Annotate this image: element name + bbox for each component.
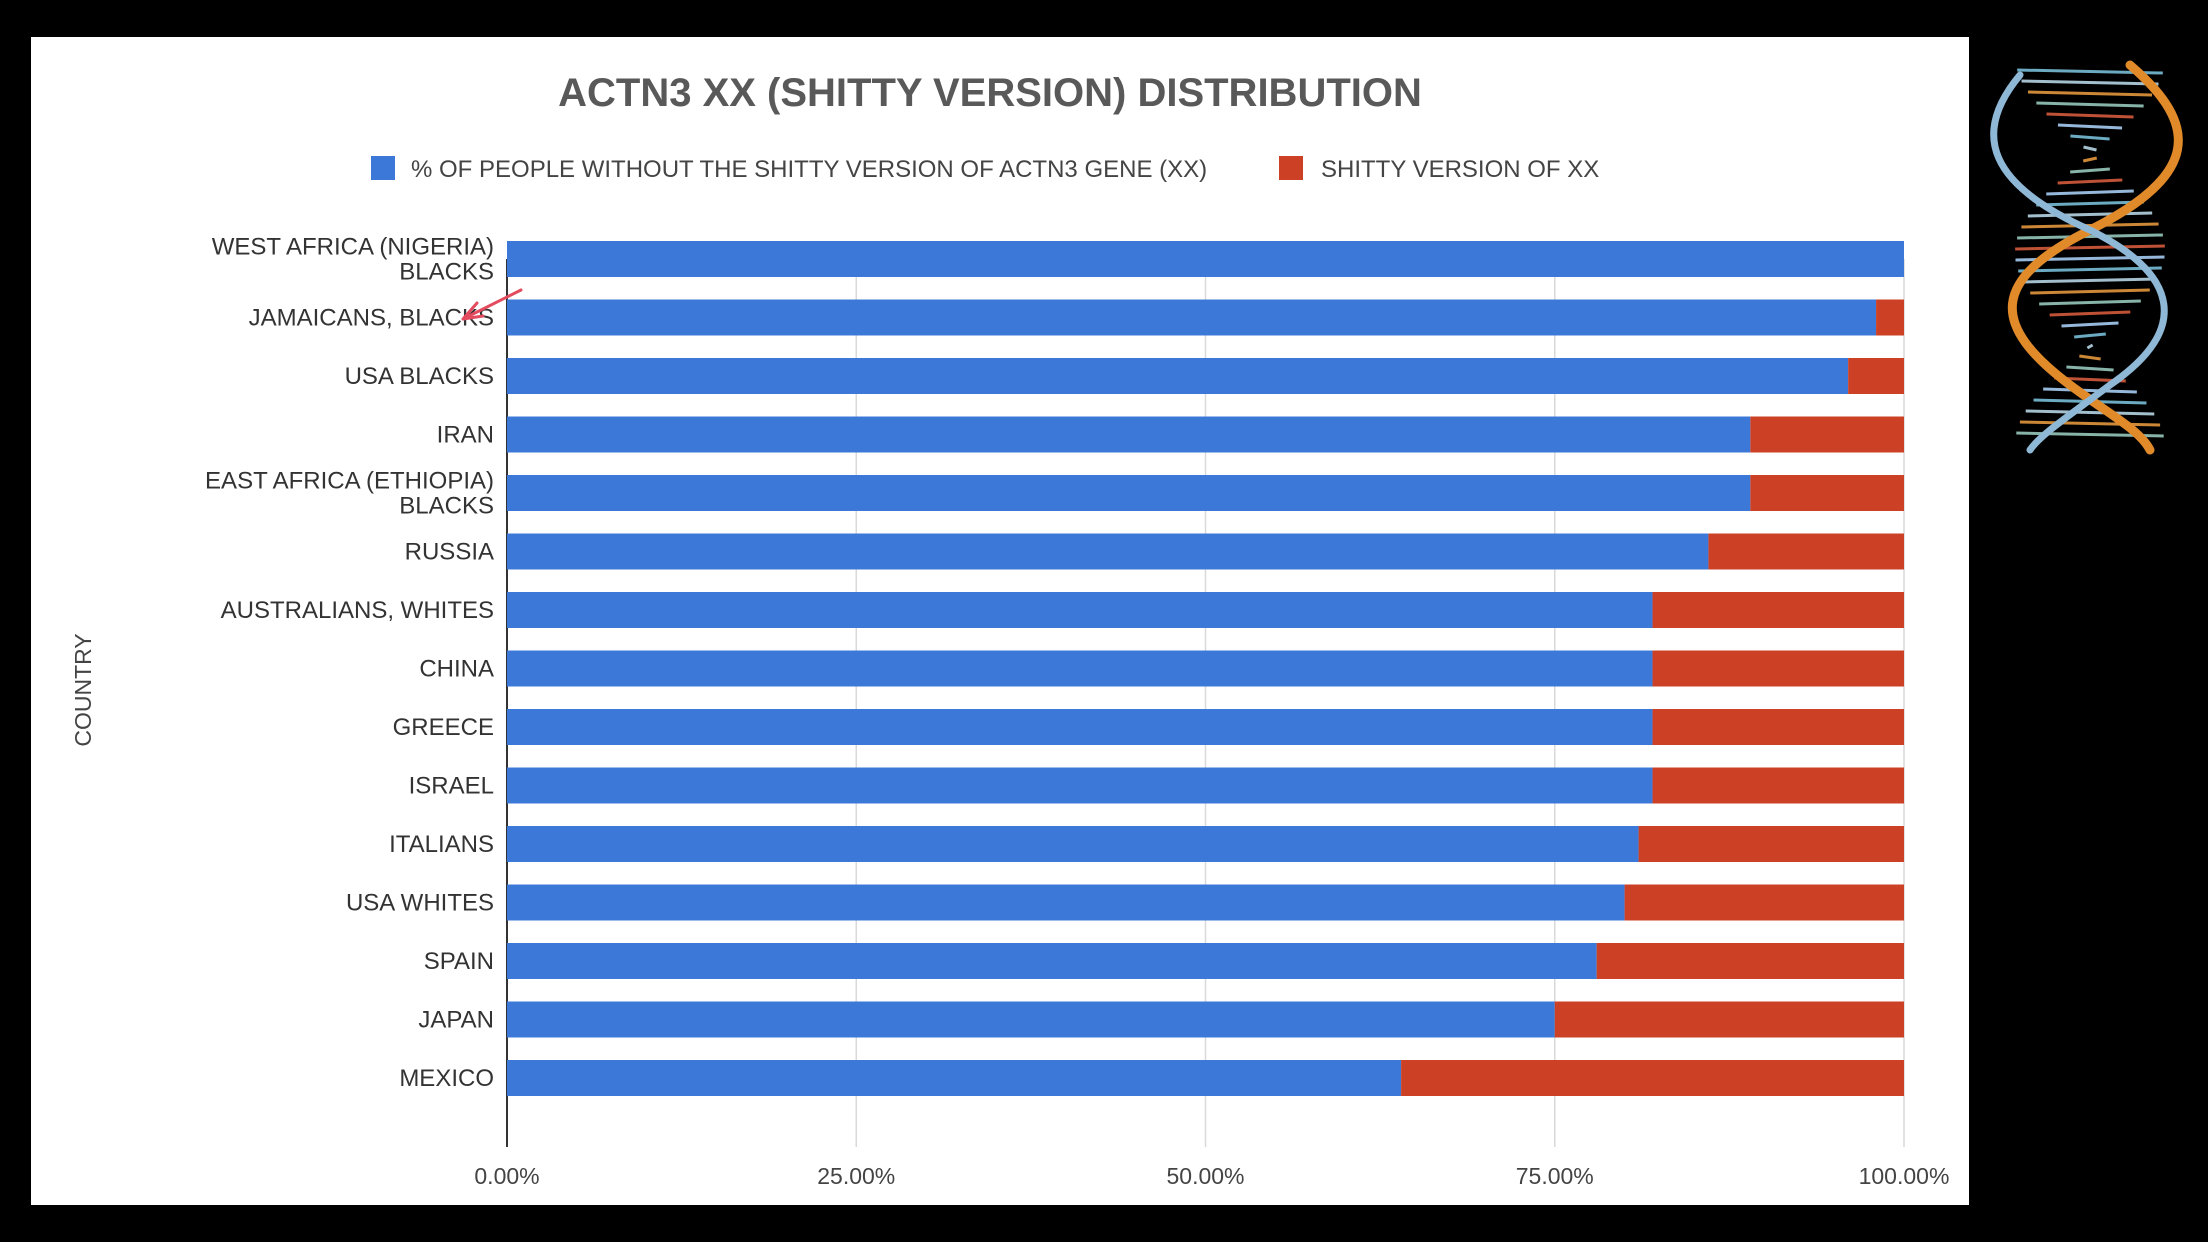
- x-tick-labels: 0.00% 25.00% 50.00% 75.00% 100.00%: [474, 1163, 1949, 1189]
- dna-rung: [2057, 178, 2123, 185]
- bar-series-1: [507, 709, 1653, 745]
- dna-rung: [2066, 365, 2114, 372]
- bar-series-1: [507, 358, 1849, 394]
- dna-rung: [2061, 321, 2119, 328]
- dna-rung: [2018, 266, 2162, 273]
- bar-series-1: [507, 592, 1653, 628]
- dna-rung: [2036, 101, 2144, 108]
- bar-series-1: [507, 1001, 1555, 1038]
- gridlines: [506, 259, 1905, 1147]
- dna-rung: [2074, 332, 2106, 339]
- dna-strand-blue: [1990, 71, 2168, 454]
- category-label: JAMAICANS, BLACKS: [249, 305, 494, 332]
- bar-series-2: [1848, 358, 1904, 394]
- dna-rung: [2082, 156, 2098, 163]
- category-label: SPAIN: [424, 948, 494, 975]
- x-tick-label: 50.00%: [1166, 1163, 1244, 1189]
- dna-rung: [2036, 200, 2144, 207]
- dna-rung: [2046, 189, 2134, 196]
- chart-title: ACTN3 XX (SHITTY VERSION) DISTRIBUTION: [558, 71, 1422, 115]
- dna-rung: [2070, 134, 2110, 141]
- legend-swatch-series-1: [371, 156, 395, 180]
- dna-rung: [2046, 112, 2134, 119]
- dna-rung: [2057, 123, 2123, 130]
- dna-rung: [2021, 79, 2159, 86]
- dna-helix-image: [1990, 60, 2183, 455]
- category-label: CHINA: [419, 656, 494, 683]
- bar-series-1: [507, 826, 1639, 862]
- bar-series-2: [1554, 1001, 1904, 1038]
- dna-rung: [2027, 90, 2153, 97]
- legend-swatch-series-2: [1279, 156, 1303, 180]
- bar-series-1: [507, 1060, 1402, 1096]
- dna-rung: [2019, 420, 2161, 427]
- category-label: BLACKS: [399, 259, 494, 286]
- category-label: USA WHITES: [346, 890, 494, 917]
- bar-series-1: [507, 650, 1653, 687]
- bars: [507, 241, 1904, 1096]
- dna-rung: [2043, 387, 2137, 394]
- dna-rung: [2025, 409, 2155, 416]
- dna-rung: [2030, 288, 2150, 295]
- legend-label-series-1: % OF PEOPLE WITHOUT THE SHITTY VERSION O…: [411, 156, 1207, 183]
- dna-rung: [2039, 299, 2141, 306]
- bar-series-2: [1708, 533, 1904, 570]
- bar-series-2: [1652, 767, 1904, 804]
- bar-series-1: [507, 533, 1709, 570]
- category-label: IRAN: [437, 422, 494, 449]
- dna-strand-orange: [2007, 60, 2183, 455]
- x-tick-label: 25.00%: [817, 1163, 895, 1189]
- bar-series-2: [1750, 475, 1904, 511]
- category-label: AUSTRALIANS, WHITES: [221, 597, 494, 624]
- bar-series-1: [507, 767, 1653, 804]
- chart-panel: ACTN3 XX (SHITTY VERSION) DISTRIBUTION %…: [31, 37, 1969, 1205]
- annotation-arrow: [461, 288, 523, 321]
- category-label: USA BLACKS: [345, 363, 494, 390]
- legend: % OF PEOPLE WITHOUT THE SHITTY VERSION O…: [371, 156, 1599, 183]
- category-label: WEST AFRICA (NIGERIA): [212, 234, 494, 261]
- dna-rung: [2049, 310, 2131, 317]
- bar-series-2: [1638, 826, 1904, 862]
- bar-series-2: [1652, 592, 1904, 628]
- dna-rung: [2079, 354, 2101, 361]
- bar-series-1: [507, 943, 1597, 979]
- bar-series-2: [1652, 709, 1904, 745]
- bar-series-1: [507, 475, 1751, 511]
- dna-rung: [2070, 167, 2110, 174]
- category-label: EAST AFRICA (ETHIOPIA): [205, 468, 494, 495]
- legend-label-series-2: SHITTY VERSION OF XX: [1321, 156, 1599, 183]
- x-tick-label: 75.00%: [1516, 1163, 1594, 1189]
- x-tick-label: 100.00%: [1859, 1163, 1950, 1189]
- dna-rung: [2027, 211, 2153, 218]
- bar-series-2: [1624, 884, 1904, 921]
- x-tick-label: 0.00%: [474, 1163, 539, 1189]
- bar-series-1: [507, 299, 1877, 336]
- y-axis-title: COUNTRY: [70, 633, 96, 746]
- dna-rung: [2086, 343, 2094, 350]
- category-label: RUSSIA: [405, 539, 494, 566]
- dna-rung: [2083, 145, 2097, 152]
- bar-series-2: [1652, 650, 1904, 687]
- dna-rung: [2023, 277, 2157, 284]
- bar-series-1: [507, 241, 1904, 277]
- bar-series-1: [507, 416, 1751, 453]
- category-label: ISRAEL: [409, 773, 494, 800]
- category-label: BLACKS: [399, 493, 494, 520]
- category-label: GREECE: [393, 714, 494, 741]
- bar-series-2: [1750, 416, 1904, 453]
- category-label: ITALIANS: [389, 831, 494, 858]
- dna-rung: [2015, 244, 2165, 251]
- bar-series-2: [1876, 299, 1904, 336]
- bar-series-2: [1596, 943, 1904, 979]
- dna-rung: [2017, 233, 2163, 240]
- category-label: JAPAN: [418, 1007, 494, 1034]
- category-label: MEXICO: [399, 1065, 494, 1092]
- bar-series-1: [507, 884, 1625, 921]
- bar-series-2: [1401, 1060, 1904, 1096]
- bar-chart: ACTN3 XX (SHITTY VERSION) DISTRIBUTION %…: [70, 71, 1949, 1189]
